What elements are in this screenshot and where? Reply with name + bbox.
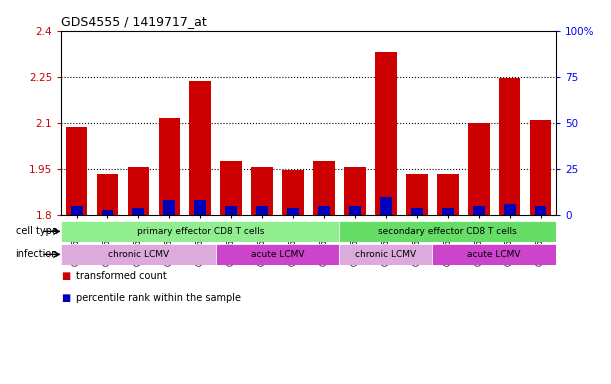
Text: secondary effector CD8 T cells: secondary effector CD8 T cells <box>378 227 517 236</box>
Bar <box>251 167 273 215</box>
Bar <box>221 161 242 215</box>
Bar <box>535 206 546 215</box>
Text: transformed count: transformed count <box>76 271 167 281</box>
Bar <box>97 174 119 215</box>
Bar <box>468 123 489 215</box>
Bar <box>158 118 180 215</box>
Bar <box>71 206 82 215</box>
Bar <box>318 206 330 215</box>
Bar <box>61 244 216 265</box>
Text: GDS4555 / 1419717_at: GDS4555 / 1419717_at <box>61 15 207 28</box>
Bar <box>282 170 304 215</box>
Bar <box>313 161 335 215</box>
Bar <box>194 200 207 215</box>
Bar <box>473 206 485 215</box>
Text: ■: ■ <box>61 293 70 303</box>
Text: cell type: cell type <box>16 226 58 237</box>
Text: ■: ■ <box>61 271 70 281</box>
Bar <box>163 200 175 215</box>
Bar <box>287 208 299 215</box>
Text: chronic LCMV: chronic LCMV <box>356 250 417 259</box>
Text: acute LCMV: acute LCMV <box>467 250 521 259</box>
Bar <box>189 81 211 215</box>
Bar <box>256 206 268 215</box>
Bar <box>437 174 459 215</box>
Bar <box>411 208 423 215</box>
Text: percentile rank within the sample: percentile rank within the sample <box>76 293 241 303</box>
Bar <box>530 120 551 215</box>
Bar <box>101 210 114 215</box>
Bar <box>128 167 149 215</box>
Bar <box>340 221 556 242</box>
Bar <box>380 197 392 215</box>
Bar <box>344 167 366 215</box>
Bar <box>61 221 340 242</box>
Bar <box>225 206 237 215</box>
Bar <box>349 206 361 215</box>
Text: chronic LCMV: chronic LCMV <box>108 250 169 259</box>
Text: primary effector CD8 T cells: primary effector CD8 T cells <box>137 227 264 236</box>
Text: acute LCMV: acute LCMV <box>251 250 304 259</box>
Bar <box>499 78 521 215</box>
Bar <box>133 208 144 215</box>
Text: infection: infection <box>15 249 58 260</box>
Bar <box>216 244 340 265</box>
Bar <box>406 174 428 215</box>
Bar <box>340 244 433 265</box>
Bar <box>442 208 454 215</box>
Bar <box>66 127 87 215</box>
Bar <box>375 52 397 215</box>
Bar <box>503 204 516 215</box>
Bar <box>433 244 556 265</box>
